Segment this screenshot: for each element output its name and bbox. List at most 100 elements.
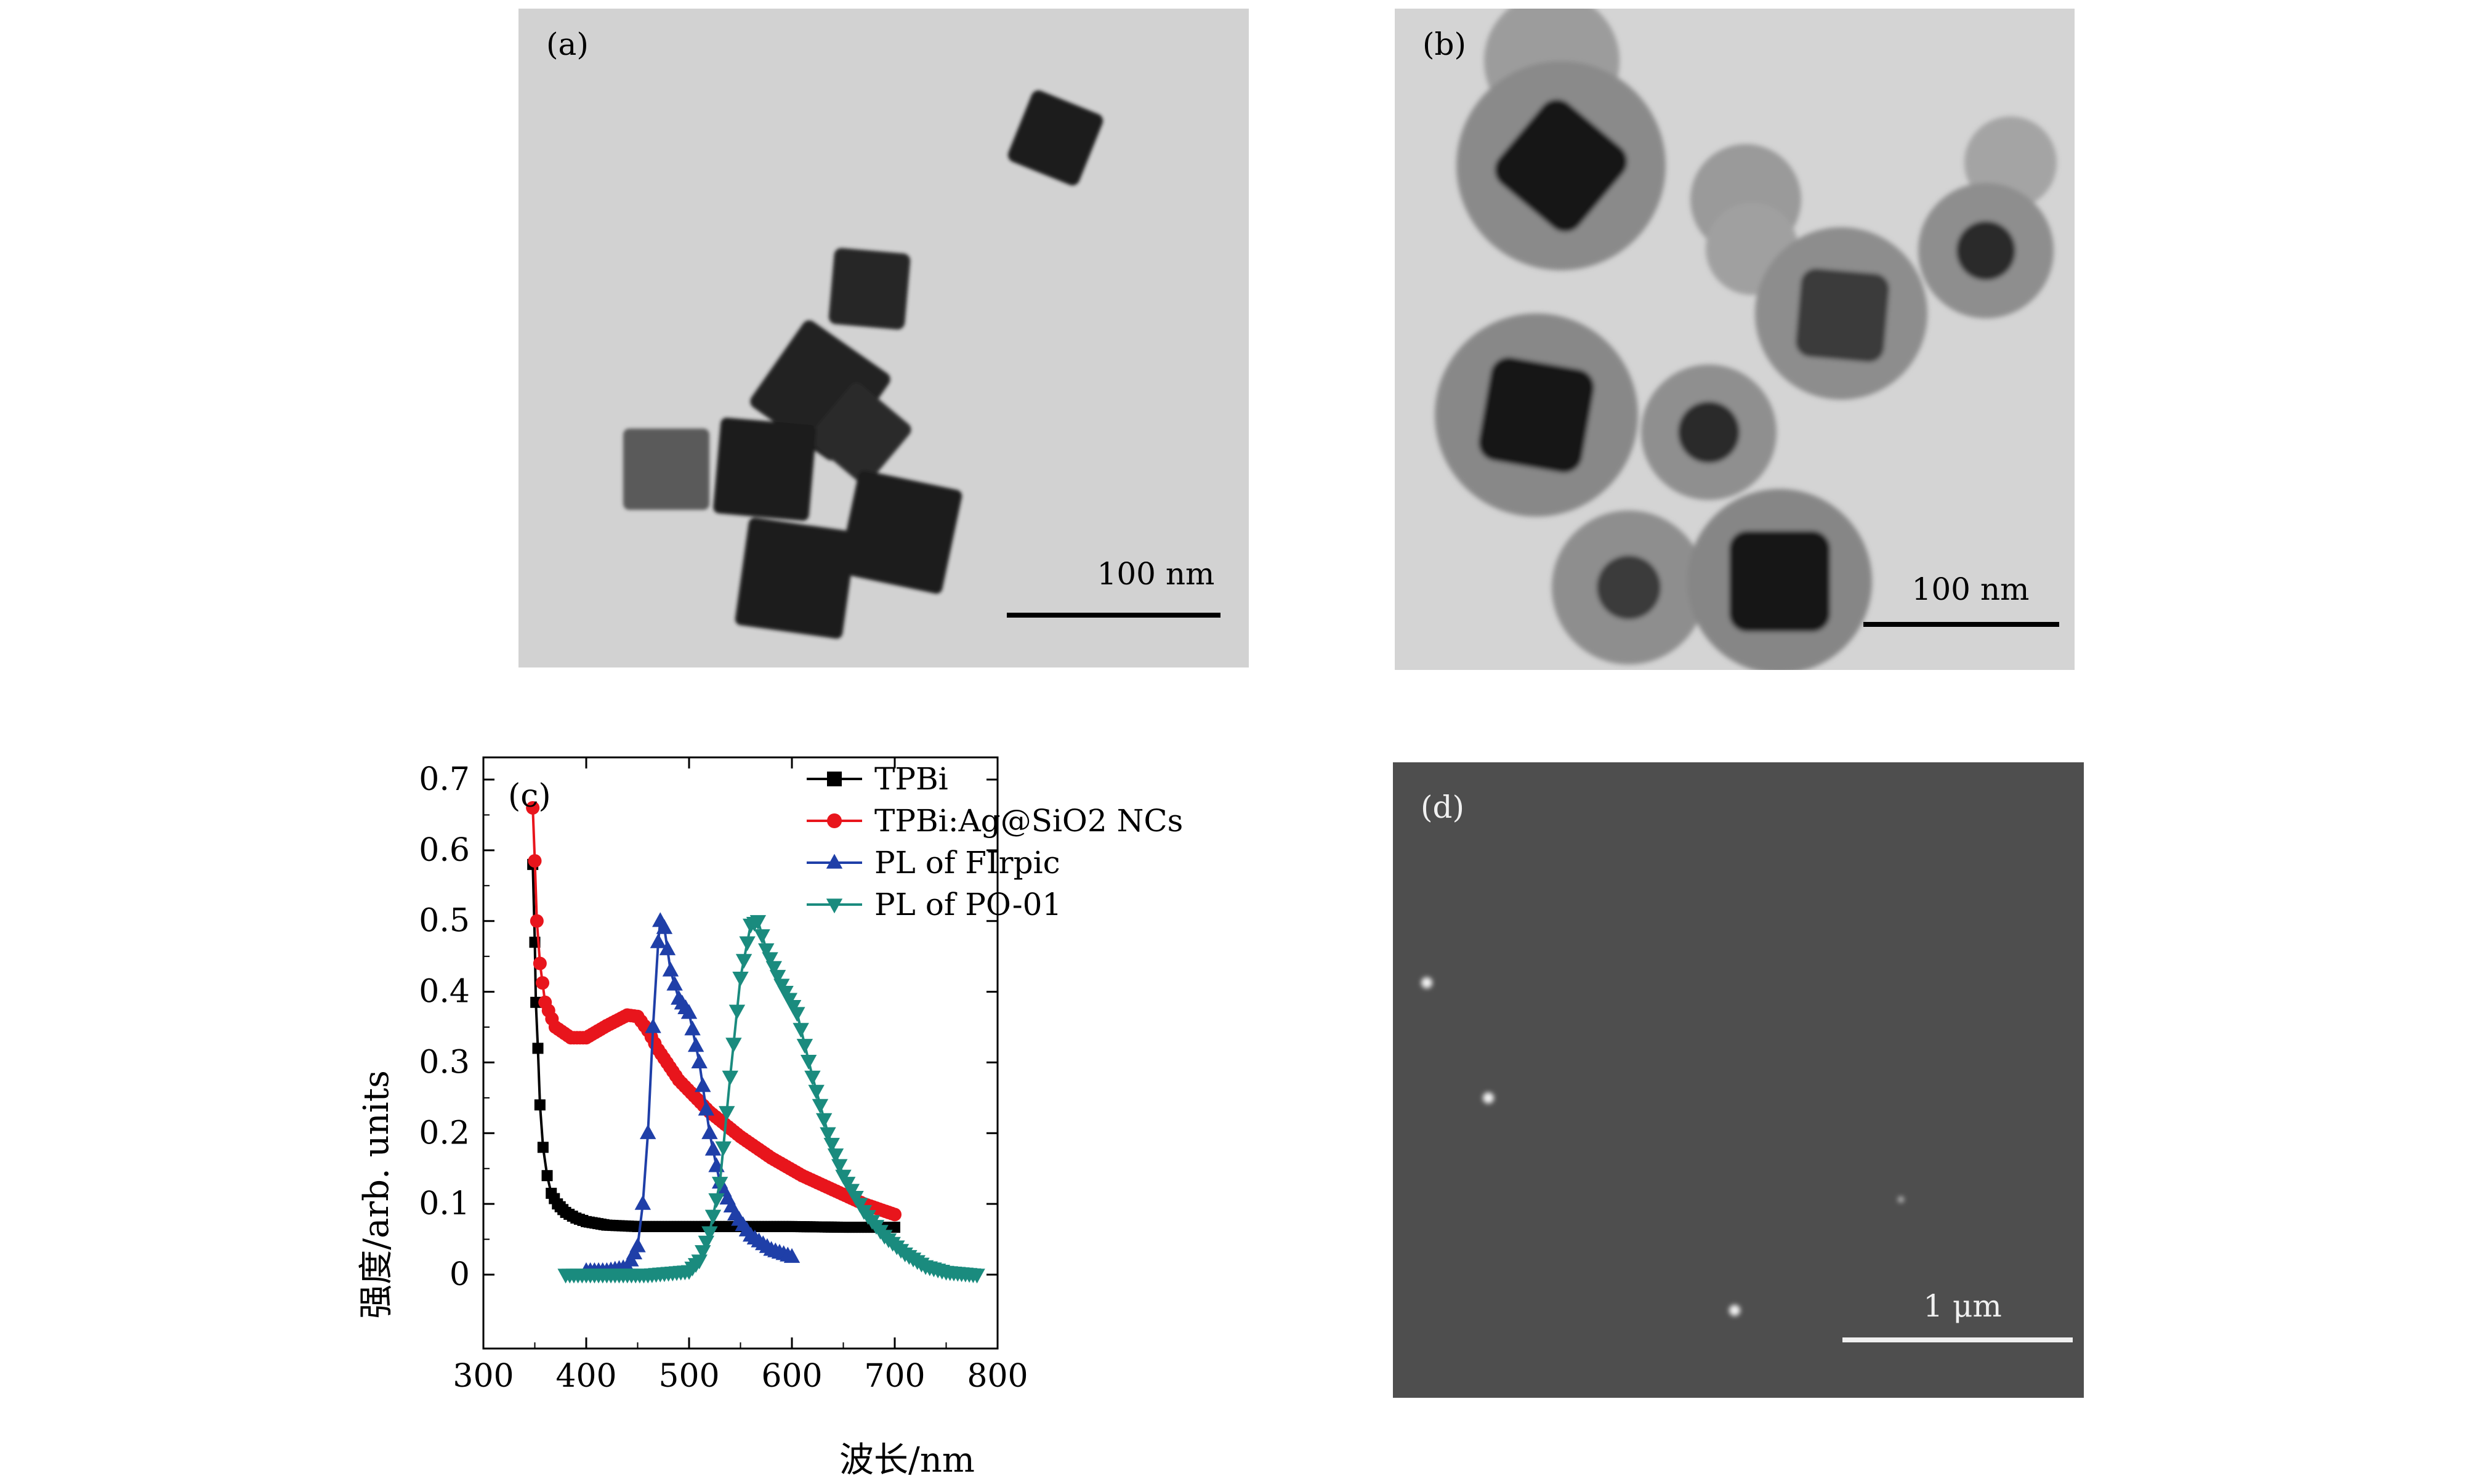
data-point [765, 961, 782, 976]
panel-d-scale-label: 1 μm [1923, 1288, 2002, 1324]
data-point [762, 952, 778, 967]
legend-marker [826, 898, 843, 914]
data-point [656, 919, 673, 934]
nanocube [713, 417, 817, 521]
axes: 300 400 500 600 700 800 0 0.1 0.2 0.3 0.4 0.5 0.6 0.7 [419, 756, 1028, 1395]
data-point [728, 1004, 746, 1020]
bright-particle [1898, 1196, 1904, 1203]
panel-a-tem-image: (a) 100 nm [518, 9, 1249, 667]
data-point [715, 1141, 732, 1156]
legend-marker [827, 772, 842, 786]
silver-core [1678, 401, 1740, 463]
bright-particle [1421, 977, 1432, 988]
bright-particle [1483, 1092, 1494, 1103]
nanocube [838, 470, 962, 594]
data-point [536, 976, 550, 990]
data-point [800, 1054, 817, 1070]
data-point [701, 1226, 718, 1241]
data-point [793, 1023, 809, 1038]
silver-core [1796, 268, 1889, 362]
legend-label: PL of PO-01 [874, 887, 1062, 922]
silver-core [1729, 531, 1830, 632]
data-point [719, 1106, 735, 1121]
data-point [691, 1054, 708, 1069]
panel-d-label: (d) [1421, 789, 1464, 825]
data-point [758, 943, 775, 959]
panel-d-background [1393, 762, 2084, 1398]
data-point [698, 1100, 715, 1116]
nanocube [735, 517, 857, 639]
panel-d-scale-bar [1842, 1337, 2073, 1342]
x-tick-label: 500 [658, 1358, 719, 1395]
data-point [969, 1268, 985, 1284]
data-point [532, 1042, 544, 1054]
data-point [804, 1070, 821, 1086]
legend-marker [826, 853, 843, 869]
data-point [645, 1018, 661, 1033]
data-point [533, 956, 547, 970]
x-tick-label: 700 [864, 1358, 925, 1395]
data-point [831, 1159, 848, 1174]
legend-label: PL of FIrpic [874, 845, 1060, 881]
data-point [662, 961, 679, 977]
data-point [537, 1142, 549, 1153]
data-point [659, 940, 676, 956]
data-point [701, 1124, 718, 1139]
y-tick-label: 0.2 [419, 1115, 470, 1151]
legend-label: TPBi [874, 761, 948, 797]
data-point [528, 854, 542, 868]
nanocubes [623, 90, 1103, 639]
y-tick-label: 0.3 [419, 1044, 470, 1081]
data-point [666, 975, 683, 991]
series-tpbi-ag-sio2-ncs [526, 800, 902, 1222]
x-tick-label: 800 [967, 1358, 1028, 1395]
bright-particles [1421, 977, 1904, 1316]
data-point [541, 1170, 553, 1182]
data-point [684, 1020, 701, 1036]
data-point [789, 1007, 805, 1022]
series-pl-of-po-01 [557, 915, 985, 1284]
data-point [749, 915, 767, 930]
x-tick-label: 300 [453, 1358, 514, 1395]
legend-marker [827, 813, 842, 828]
y-tick-label: 0.5 [419, 903, 470, 940]
nanocube [809, 382, 911, 485]
data-point [808, 1084, 825, 1100]
nanocube [1007, 90, 1103, 186]
silver-core [1956, 221, 2015, 280]
panel-b-label: (b) [1422, 26, 1466, 62]
legend-label: TPBi:Ag@SiO2 NCs [874, 803, 1183, 839]
data-point [722, 1070, 738, 1086]
series-layer [526, 800, 985, 1284]
data-point [640, 1124, 656, 1139]
data-point [732, 972, 749, 986]
y-tick-label: 0.7 [419, 761, 470, 798]
panel-b-scale-label: 100 nm [1912, 571, 2030, 607]
data-point [823, 1137, 840, 1153]
panel-b-scale-bar [1863, 622, 2059, 627]
data-point [827, 1148, 844, 1164]
data-point [695, 1077, 711, 1092]
data-point [526, 800, 540, 815]
silver-core [1479, 357, 1594, 473]
data-point [704, 1209, 722, 1225]
silver-core [1597, 555, 1661, 619]
nanocube [623, 429, 709, 510]
panel-c-spectra-chart: 300 400 500 600 700 800 0 0.1 0.2 0.3 0.4 0.5 0.6 0.7… [357, 756, 1183, 1480]
x-axis-label: 波长/nm [839, 1440, 975, 1480]
data-point [769, 970, 786, 985]
y-tick-label: 0 [450, 1256, 470, 1293]
bright-particle [1729, 1305, 1740, 1316]
panel-d-sem-image: (d) 1 μm [1393, 762, 2084, 1398]
data-point [815, 1113, 833, 1128]
data-point [711, 1177, 728, 1192]
data-point [634, 1195, 652, 1210]
x-tick-label: 600 [761, 1358, 822, 1395]
data-point [650, 933, 667, 948]
data-point [739, 936, 756, 951]
silver-core [1495, 99, 1628, 232]
panel-b-tem-image: (b) 100 nm [1395, 9, 2075, 670]
y-tick-label: 0.6 [419, 832, 470, 869]
data-point [754, 929, 770, 945]
data-point [820, 1127, 836, 1142]
